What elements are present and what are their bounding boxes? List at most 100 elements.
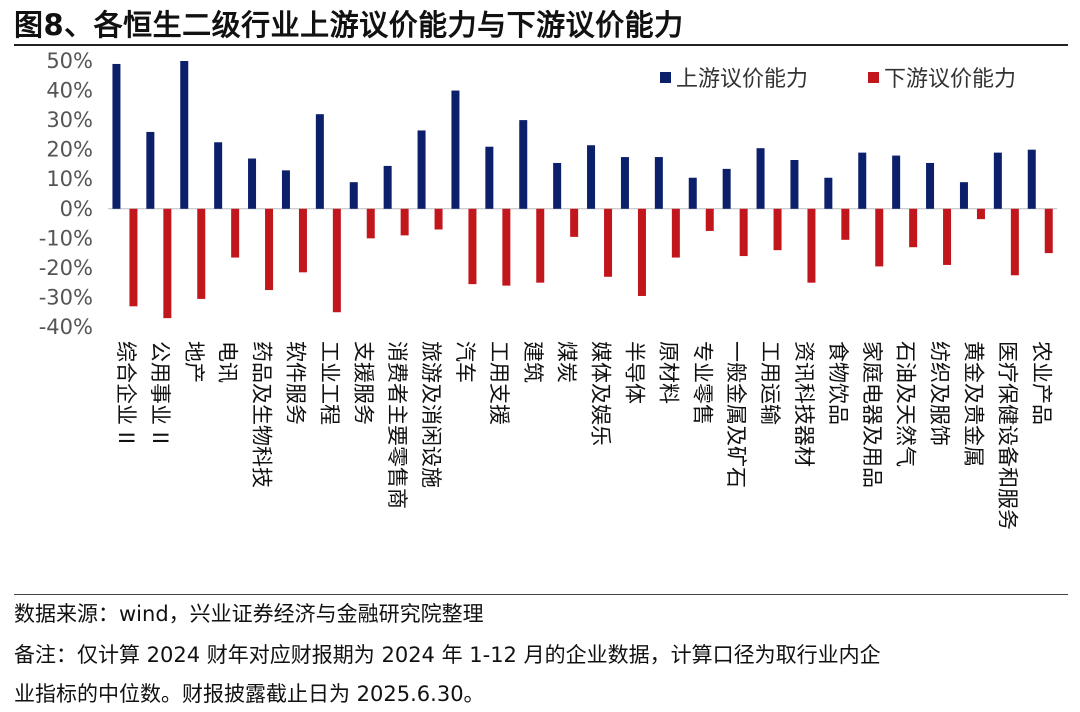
legend: 上游议价能力 下游议价能力: [660, 67, 1016, 92]
upstream-bar: [214, 142, 223, 209]
y-tick-label: -20%: [39, 256, 93, 280]
x-category-label: 建筑: [521, 341, 545, 383]
x-category-label: 食物饮品: [826, 341, 850, 425]
y-tick-label: 30%: [46, 108, 93, 132]
y-tick-label: 20%: [46, 138, 93, 162]
x-category-label: 软件服务: [283, 341, 307, 425]
upstream-bar: [451, 90, 460, 209]
upstream-bar: [824, 177, 833, 209]
upstream-bar: [180, 61, 189, 209]
x-category-label: 公用事业 II: [148, 341, 172, 444]
x-category-label: 综合企业 II: [114, 341, 138, 444]
x-category-label: 半导体: [622, 341, 646, 404]
x-category-label: 工业工程: [317, 341, 341, 425]
legend-label-downstream: 下游议价能力: [884, 67, 1016, 92]
x-category-label: 一般金属及矿石: [724, 341, 748, 488]
x-category-label: 专业零售: [690, 341, 714, 425]
upstream-bar: [281, 170, 290, 209]
y-tick-label: 0%: [60, 197, 93, 221]
downstream-bar: [434, 208, 443, 230]
upstream-bar: [248, 158, 257, 209]
y-axis-tick-labels: 50% 40% 30% 20% 10% 0% -10% -20% -30% -40%: [39, 49, 93, 339]
downstream-bar: [400, 208, 409, 236]
downstream-bar: [332, 208, 341, 313]
legend-label-upstream: 上游议价能力: [676, 67, 808, 92]
upstream-bar: [858, 152, 867, 209]
legend-swatch-downstream: [868, 72, 879, 83]
downstream-bar: [231, 208, 240, 258]
downstream-bar: [875, 208, 884, 267]
upstream-bar: [790, 160, 799, 209]
downstream-bar: [163, 208, 172, 319]
upstream-bar: [485, 146, 494, 209]
downstream-bar: [197, 208, 206, 299]
title-divider: [14, 44, 1068, 46]
x-category-label: 汽车: [453, 341, 477, 383]
downstream-bar: [671, 208, 680, 258]
upstream-bar: [892, 155, 901, 209]
downstream-bar: [570, 208, 579, 237]
x-category-label: 煤炭: [555, 341, 579, 383]
downstream-bar: [637, 208, 646, 296]
upstream-bar: [756, 148, 765, 209]
x-category-label: 支援服务: [351, 341, 375, 425]
x-category-label: 工用支援: [487, 341, 511, 425]
y-tick-label: -40%: [39, 315, 93, 339]
x-category-label: 资讯科技器材: [792, 341, 816, 467]
upstream-bar: [959, 182, 968, 209]
upstream-bar: [519, 120, 528, 209]
x-category-label: 家庭电器及用品: [860, 341, 884, 488]
figure-title: 图8、各恒生二级行业上游议价能力与下游议价能力: [14, 8, 684, 42]
x-category-label: 农业产品: [1029, 341, 1053, 425]
x-category-label: 旅游及消闲设施: [419, 341, 443, 488]
upstream-bar: [993, 152, 1002, 209]
downstream-bar: [841, 208, 850, 240]
upstream-bar: [349, 182, 358, 209]
bar-marks: [108, 61, 1058, 319]
upstream-bar: [146, 131, 155, 209]
remark-line-2: 业指标的中位数。财报披露截止日为 2025.6.30。: [14, 682, 485, 706]
source-note: 数据来源：wind，兴业证券经济与金融研究院整理: [14, 602, 484, 626]
downstream-bar: [298, 208, 307, 273]
x-category-label: 媒体及娱乐: [589, 341, 613, 446]
source-divider: [14, 594, 1068, 595]
x-category-label: 药品及生物科技: [250, 341, 274, 488]
upstream-bar: [383, 165, 392, 209]
downstream-bar: [739, 208, 748, 257]
bar-chart: 50% 40% 30% 20% 10% 0% -10% -20% -30% -40% 综合企业 I…: [39, 49, 1058, 530]
upstream-bar: [587, 145, 596, 209]
downstream-bar: [468, 208, 477, 285]
downstream-bar: [536, 208, 545, 283]
upstream-bar: [926, 162, 935, 209]
upstream-bar: [620, 157, 629, 209]
x-category-label: 原材料: [656, 341, 680, 404]
upstream-bar: [722, 168, 731, 209]
upstream-bar: [688, 177, 697, 209]
downstream-bar: [773, 208, 782, 251]
downstream-bar: [366, 208, 375, 239]
upstream-bar: [553, 162, 562, 209]
x-category-label: 医疗保健设备和服务: [995, 341, 1019, 530]
upstream-bar: [112, 63, 121, 209]
downstream-bar: [129, 208, 138, 307]
x-category-label: 石油及天然气: [894, 341, 918, 467]
x-category-label: 电讯: [216, 341, 240, 383]
downstream-bar: [909, 208, 918, 248]
downstream-bar: [502, 208, 511, 286]
downstream-bar: [943, 208, 952, 265]
x-category-label: 消费者主要零售商: [385, 341, 409, 509]
remark-line-1: 备注：仅计算 2024 财年对应财报期为 2024 年 1-12 月的企业数据，…: [14, 643, 881, 667]
downstream-bar: [705, 208, 714, 231]
x-category-label: 纺织及服饰: [928, 341, 952, 446]
downstream-bar: [604, 208, 613, 277]
upstream-bar: [654, 157, 663, 209]
downstream-bar: [265, 208, 274, 291]
y-tick-label: -30%: [39, 285, 93, 309]
x-category-label: 工用运输: [758, 341, 782, 425]
x-axis-category-labels: 综合企业 II 公用事业 II 地产 电讯 药品及生物科技 软件服务 工业工程 支援服务 消费者…: [114, 341, 1053, 530]
downstream-bar: [807, 208, 816, 283]
downstream-bar: [976, 208, 985, 220]
downstream-bar: [1010, 208, 1019, 276]
upstream-bar: [417, 130, 426, 209]
y-tick-label: -10%: [39, 226, 93, 250]
